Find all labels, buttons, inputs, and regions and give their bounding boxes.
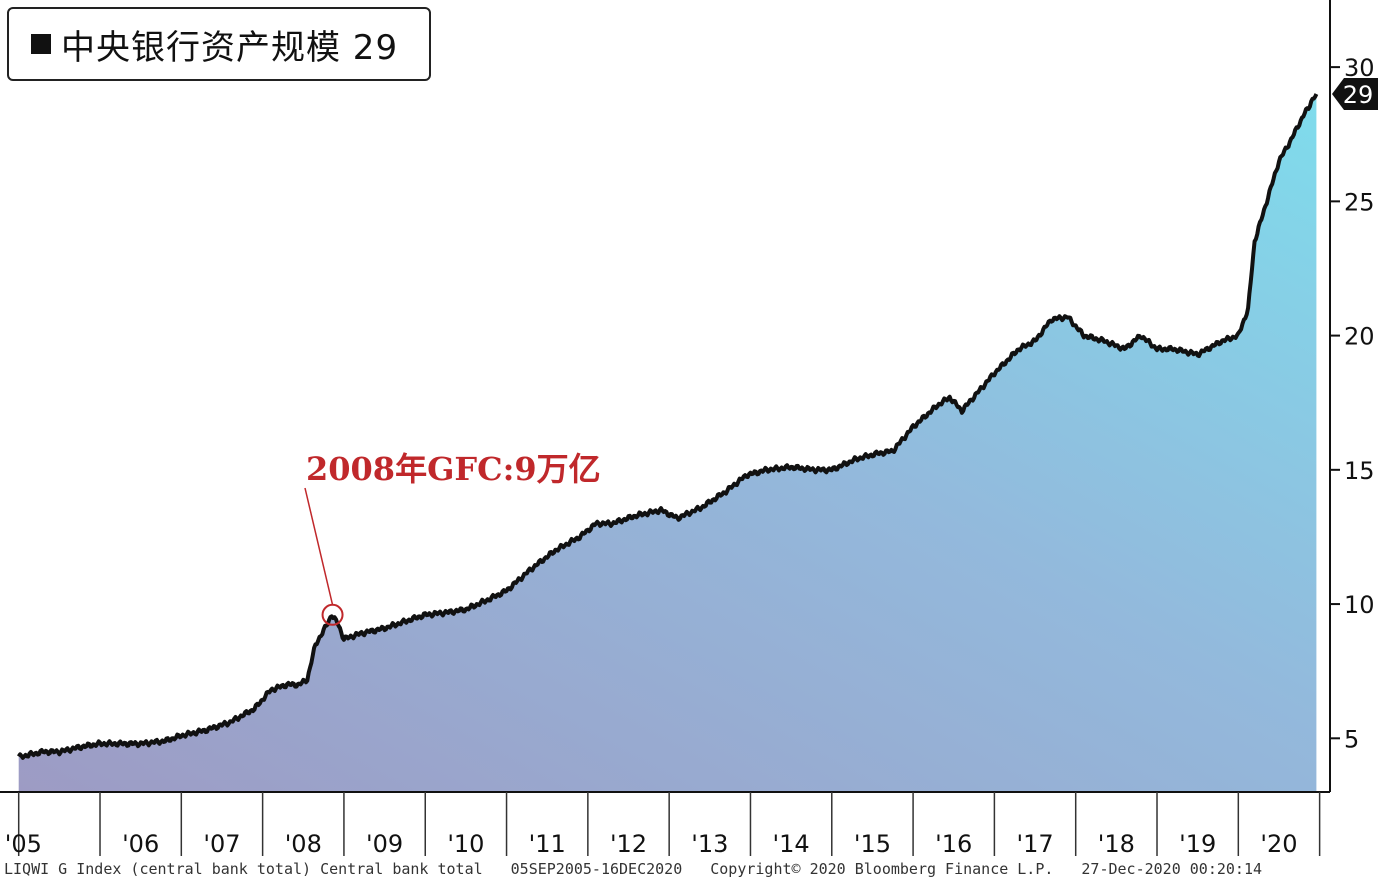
annotation-marker bbox=[321, 603, 344, 626]
plot-area bbox=[17, 93, 1319, 792]
series-area bbox=[18, 94, 1317, 792]
x-tick-label: '18 bbox=[1098, 830, 1135, 858]
x-tick-label: '11 bbox=[529, 830, 566, 858]
legend-swatch bbox=[31, 34, 51, 54]
x-tick-label: '05 bbox=[5, 830, 42, 858]
source-footer: LIQWI G Index (central bank total) Centr… bbox=[4, 860, 1380, 882]
y-tick-label: 30 bbox=[1344, 54, 1375, 82]
x-tick-label: '09 bbox=[366, 830, 403, 858]
x-tick-label: '20 bbox=[1260, 830, 1297, 858]
y-tick-label: 10 bbox=[1344, 591, 1375, 619]
series-line bbox=[17, 93, 1319, 760]
axes: 5 10 15 20 25 30 '05 '06 '07 '08 '09 '10 '11 '12 '13 '1… bbox=[0, 0, 1378, 858]
end-value-badge bbox=[1332, 77, 1378, 110]
x-tick-label: '13 bbox=[691, 830, 728, 858]
footer-copyright: Copyright© 2020 Bloomberg Finance L.P. bbox=[710, 860, 1054, 878]
x-tick-label: '17 bbox=[1016, 830, 1053, 858]
x-tick-label: '10 bbox=[447, 830, 484, 858]
x-tick-label: '16 bbox=[935, 830, 972, 858]
x-tick-label: '15 bbox=[854, 830, 891, 858]
footer-range: 05SEP2005-16DEC2020 bbox=[510, 860, 683, 878]
x-tick-label: '06 bbox=[122, 830, 159, 858]
y-tick-label: 5 bbox=[1344, 725, 1359, 753]
footer-index: LIQWI G Index (central bank total) Centr… bbox=[4, 860, 483, 878]
legend-label: 中央银行资产规模 29 bbox=[61, 27, 399, 68]
x-tick-label: '14 bbox=[773, 830, 810, 858]
y-tick-label: 20 bbox=[1344, 323, 1375, 351]
legend: 中央银行资产规模 29 bbox=[7, 7, 431, 81]
annotation-leader bbox=[304, 487, 334, 605]
x-tick-label: '07 bbox=[203, 830, 240, 858]
x-tick-label: '19 bbox=[1179, 830, 1216, 858]
footer-timestamp: 27-Dec-2020 00:20:14 bbox=[1081, 860, 1263, 878]
y-tick-label: 25 bbox=[1344, 188, 1375, 216]
x-tick-label: '08 bbox=[285, 830, 322, 858]
end-value-label: 29 bbox=[1343, 81, 1374, 109]
y-tick-label: 15 bbox=[1344, 457, 1375, 485]
x-tick-label: '12 bbox=[610, 830, 647, 858]
annotation-label: 2008年GFC:9万亿 bbox=[306, 450, 601, 488]
